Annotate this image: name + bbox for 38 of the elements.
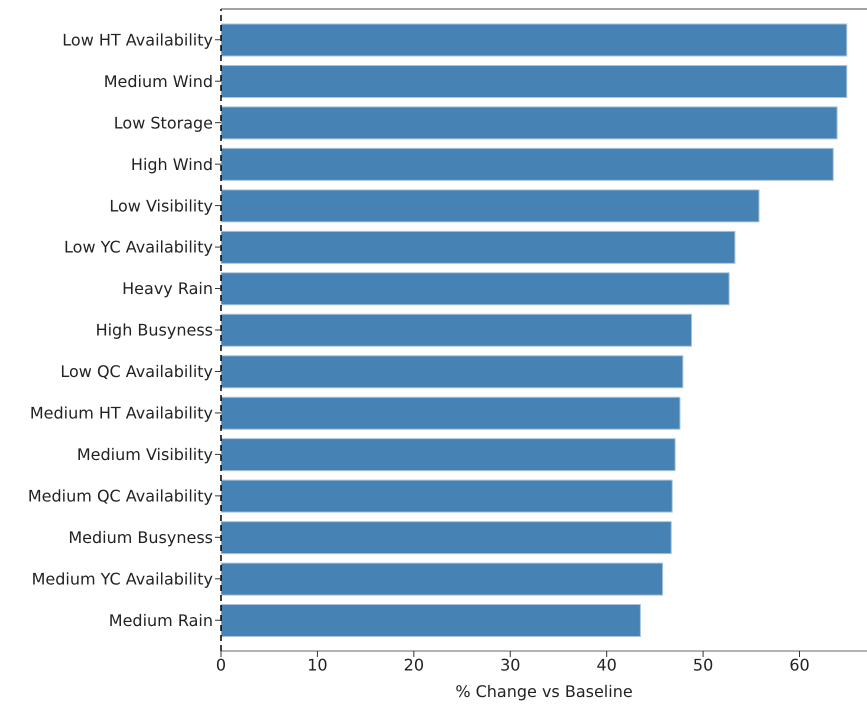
y-tick-label: Low QC Availability — [60, 362, 213, 382]
y-tick-label: Heavy Rain — [122, 279, 213, 298]
y-tick-label: High Wind — [130, 154, 213, 174]
y-tick-label: Medium Wind — [104, 72, 213, 91]
bar — [221, 272, 730, 306]
y-tick-label: Medium YC Availability — [32, 569, 213, 588]
bar — [221, 355, 684, 388]
y-tick-label: Low YC Availability — [64, 238, 213, 257]
bar — [221, 562, 664, 596]
y-tick-label: Medium QC Availability — [28, 486, 213, 506]
x-tick-label: 10 — [307, 655, 328, 674]
bar — [221, 24, 848, 56]
bar — [221, 480, 673, 513]
bar — [221, 64, 848, 98]
bar — [221, 438, 676, 472]
y-tick-label: Low HT Availability — [62, 30, 213, 50]
bar — [221, 189, 760, 222]
x-tick-label: 40 — [596, 655, 617, 674]
y-tick-label: Medium HT Availability — [30, 404, 213, 423]
bar — [221, 314, 692, 347]
bar — [221, 396, 680, 430]
y-tick-label: Medium Busyness — [68, 528, 213, 548]
x-tick-label: 60 — [789, 655, 810, 674]
bar — [221, 106, 838, 140]
bar — [221, 521, 672, 554]
bar — [221, 230, 736, 264]
x-tick-label: 30 — [500, 655, 520, 674]
x-tick-label: 50 — [692, 655, 714, 674]
y-tick-label: Medium Visibility — [76, 445, 213, 464]
y-tick-label: High Busyness — [96, 320, 213, 340]
bar — [221, 148, 834, 181]
x-tick-label: 0 — [216, 655, 226, 674]
x-tick-label: 20 — [404, 655, 424, 674]
y-tick-label: Low Visibility — [109, 196, 213, 216]
y-tick-label: Medium Rain — [108, 610, 213, 630]
y-tick-label: Low Storage — [114, 113, 213, 132]
x-axis-title: % Change vs Baseline — [455, 682, 633, 701]
bar — [221, 604, 641, 638]
